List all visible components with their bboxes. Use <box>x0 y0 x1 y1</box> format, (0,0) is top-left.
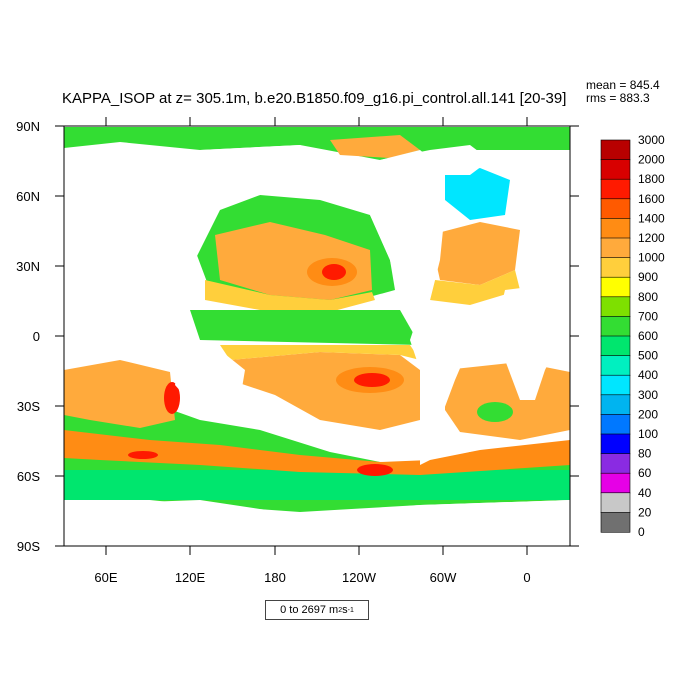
colorbar-label: 500 <box>638 349 658 363</box>
colorbar-swatch <box>600 296 631 317</box>
colorbar-swatch <box>600 492 631 513</box>
land-north-america <box>350 150 445 320</box>
colorbar-swatch <box>600 237 631 259</box>
x-tick-label: 60W <box>430 570 457 585</box>
colorbar-label: 40 <box>638 486 652 500</box>
southern-ocean-red-1 <box>128 451 158 459</box>
y-tick-labels: 90N 60N 30N 0 30S 60S 90S <box>16 119 40 554</box>
stat-mean: mean = 845.4 <box>586 78 660 92</box>
y-tick-label: 60S <box>17 469 40 484</box>
colorbar-swatch <box>600 139 631 161</box>
y-tick-label: 30N <box>16 259 40 274</box>
stat-rms: rms = 883.3 <box>586 91 650 105</box>
colorbar-label: 60 <box>638 466 652 480</box>
y-tick-label: 30S <box>17 399 40 414</box>
arctic-ocean <box>64 127 570 160</box>
y-tick-label: 60N <box>16 189 40 204</box>
colorbar-swatch <box>600 159 631 180</box>
land-africa <box>498 285 565 400</box>
land-greenland <box>430 145 490 175</box>
range-unit-tail: s <box>342 604 348 616</box>
y-tick-label: 90S <box>17 539 40 554</box>
colorbar: 3000200018001600140012001000900800700600… <box>600 133 665 539</box>
south-pacific-yellow <box>220 345 420 360</box>
land-eurasia-east <box>520 150 570 285</box>
colorbar-swatch <box>600 355 631 376</box>
colorbar-swatch <box>600 472 631 494</box>
south-pacific-core-red <box>354 373 390 387</box>
colorbar-swatch <box>600 512 631 533</box>
colorbar-label: 3000 <box>638 133 665 147</box>
x-tick-label: 120W <box>342 570 377 585</box>
map-plot-area <box>55 117 579 555</box>
southern-ocean-orange-band <box>64 430 570 475</box>
range-text: 0 to 2697 m <box>280 604 339 616</box>
north-pacific-yellow <box>205 280 375 312</box>
colorbar-swatch <box>600 257 631 278</box>
colorbar-swatch <box>600 453 631 474</box>
north-pacific-core-red <box>322 264 346 280</box>
colorbar-label: 2000 <box>638 153 665 167</box>
colorbar-swatch <box>600 433 631 455</box>
colorbar-label: 20 <box>638 505 652 519</box>
colorbar-label: 1600 <box>638 192 665 206</box>
colorbar-label: 600 <box>638 329 658 343</box>
indian-ocean-red <box>164 382 180 414</box>
colorbar-swatch <box>600 198 631 220</box>
southern-ocean-low <box>64 470 570 500</box>
colorbar-swatch <box>600 276 631 298</box>
colorbar-label: 80 <box>638 447 652 461</box>
chart-title: KAPPA_ISOP at z= 305.1m, b.e20.B1850.f09… <box>62 90 566 107</box>
colorbar-label: 800 <box>638 290 658 304</box>
colorbar-label: 1400 <box>638 211 665 225</box>
indian-ocean-orange <box>64 360 175 428</box>
north-atlantic-yellow <box>430 270 520 305</box>
colorbar-label: 700 <box>638 309 658 323</box>
south-atlantic-orange <box>445 362 570 440</box>
x-tick-label: 60E <box>94 570 117 585</box>
x-tick-label: 120E <box>175 570 206 585</box>
north-atlantic-orange <box>430 222 520 285</box>
y-tick-label: 90N <box>16 119 40 134</box>
colorbar-swatch <box>600 316 631 337</box>
colorbar-swatch <box>600 218 631 239</box>
x-tick-labels: 60E 120E 180 120W 60W 0 <box>94 570 530 585</box>
colorbar-label: 900 <box>638 270 658 284</box>
land-eurasia <box>64 145 330 300</box>
colorbar-swatch <box>600 335 631 357</box>
land-south-america <box>410 310 470 465</box>
range-tail-exp: -1 <box>347 606 354 614</box>
colorbar-label: 100 <box>638 427 658 441</box>
colorbar-label: 300 <box>638 388 658 402</box>
colorbar-label: 400 <box>638 368 658 382</box>
x-tick-label: 180 <box>264 570 286 585</box>
range-unit-exp: 2 <box>338 606 343 614</box>
colorbar-swatch <box>600 414 631 435</box>
land-antarctica <box>64 500 570 546</box>
arctic-orange-patch <box>330 135 420 158</box>
y-tick-label: 0 <box>33 329 40 344</box>
southern-ocean-red-2 <box>357 464 393 476</box>
colorbar-label: 0 <box>638 525 645 539</box>
x-tick-label: 0 <box>523 570 530 585</box>
tropical-pacific-band <box>190 310 420 345</box>
land-australia <box>175 350 245 410</box>
colorbar-label: 1800 <box>638 172 665 186</box>
map-ticks <box>55 117 579 555</box>
south-atlantic-green <box>477 402 513 422</box>
colorbar-swatch <box>600 374 631 396</box>
colorbar-swatch <box>600 394 631 415</box>
colorbar-swatch <box>600 178 631 200</box>
colorbar-label: 1200 <box>638 231 665 245</box>
labrador-sea-cyan <box>445 168 510 220</box>
colorbar-label: 200 <box>638 407 658 421</box>
colorbar-label: 1000 <box>638 251 665 265</box>
